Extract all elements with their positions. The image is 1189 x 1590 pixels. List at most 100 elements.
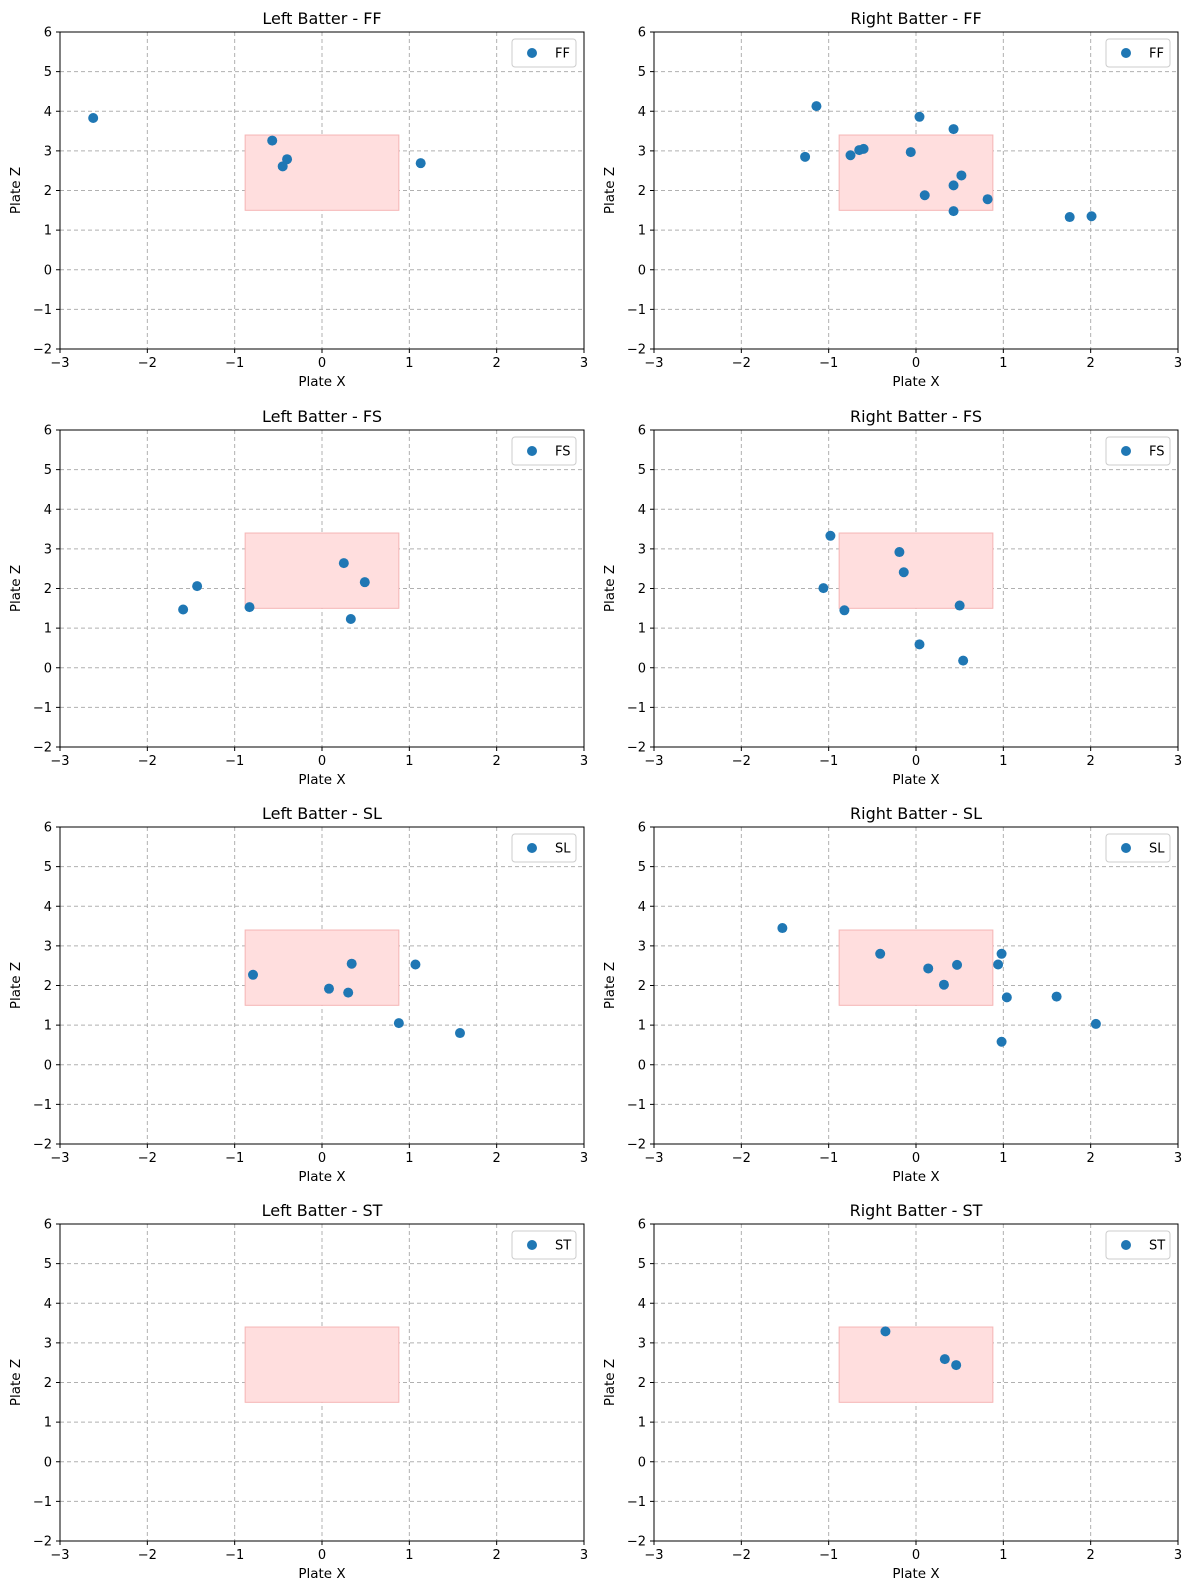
y-tick-label: 3 — [638, 1336, 646, 1351]
x-tick-label: 1 — [405, 1548, 413, 1563]
x-tick-label: −1 — [819, 1548, 838, 1563]
data-point — [956, 170, 967, 181]
y-tick-label: 6 — [44, 1218, 52, 1233]
x-tick-label: −3 — [50, 356, 69, 371]
x-tick-label: −3 — [50, 1548, 69, 1563]
legend-label: SL — [555, 842, 571, 857]
data-point — [800, 151, 811, 162]
subplot-6: Right Batter - SL−3 −2 −1 0 1 2 3−2−10123456Pl… — [602, 804, 1182, 1185]
data-point — [1051, 991, 1062, 1002]
legend: ST — [1105, 1230, 1171, 1260]
legend-label: ST — [1149, 1239, 1165, 1254]
x-axis-label: Plate X — [892, 1169, 939, 1185]
data-point — [343, 987, 354, 998]
x-tick-label: 2 — [1087, 754, 1095, 769]
y-tick-label: 5 — [638, 65, 646, 80]
y-tick-label: 3 — [44, 939, 52, 954]
data-point — [1090, 1018, 1101, 1029]
legend-box — [1105, 38, 1171, 68]
data-point — [454, 1028, 465, 1039]
x-tick-label: −1 — [225, 1548, 244, 1563]
x-tick-label: 0 — [318, 754, 326, 769]
data-point — [346, 958, 357, 969]
legend: SL — [511, 833, 577, 863]
data-point — [948, 206, 959, 217]
y-tick-label: 5 — [44, 860, 52, 875]
data-point — [323, 983, 334, 994]
subplot-4: Right Batter - FS−3 −2 −1 0 1 2 3−2−10123456Pl… — [602, 407, 1182, 788]
y-tick-label: 6 — [638, 424, 646, 439]
x-tick-label: 2 — [493, 754, 501, 769]
y-axis-label: Plate Z — [602, 565, 618, 612]
strike-zone — [838, 532, 994, 609]
y-tick-label: 2 — [638, 979, 646, 994]
x-axis-label: Plate X — [892, 374, 939, 390]
x-tick-label: 3 — [1174, 1151, 1182, 1166]
legend-marker — [1121, 1240, 1131, 1250]
y-tick-label: 6 — [638, 26, 646, 41]
data-point — [894, 547, 905, 558]
data-point — [858, 143, 869, 154]
y-tick-label: −1 — [627, 701, 646, 716]
y-tick-label: 0 — [638, 661, 646, 676]
y-tick-label: 2 — [44, 184, 52, 199]
x-tick-label: 3 — [580, 1548, 588, 1563]
legend-box — [511, 833, 577, 863]
data-point — [914, 639, 925, 650]
y-tick-label: 1 — [44, 224, 52, 239]
x-tick-label: 2 — [493, 356, 501, 371]
x-tick-label: 0 — [318, 1151, 326, 1166]
strike-zone — [838, 929, 994, 1006]
y-tick-label: 1 — [44, 1416, 52, 1431]
x-tick-label: 2 — [1087, 1151, 1095, 1166]
strike-zone — [244, 134, 400, 211]
x-tick-label: −2 — [138, 356, 157, 371]
subplot-3: Left Batter - FS−3 −2 −1 0 1 2 3−2−10123456Pla… — [8, 407, 588, 788]
subplot-5: Left Batter - SL−3 −2 −1 0 1 2 3−2−10123456Pla… — [8, 804, 588, 1185]
data-point — [825, 530, 836, 541]
y-tick-label: 1 — [44, 1019, 52, 1034]
y-tick-label: 6 — [638, 1218, 646, 1233]
legend-label: FS — [555, 445, 571, 460]
y-tick-label: 0 — [638, 263, 646, 278]
data-point — [277, 161, 288, 172]
x-tick-label: −1 — [225, 1151, 244, 1166]
data-point — [410, 959, 421, 970]
legend: FF — [511, 38, 577, 68]
x-tick-label: −2 — [732, 1151, 751, 1166]
y-tick-label: 5 — [638, 463, 646, 478]
x-tick-label: −2 — [138, 754, 157, 769]
y-tick-label: 4 — [44, 900, 52, 915]
x-tick-label: 1 — [999, 1548, 1007, 1563]
legend-label: FF — [555, 47, 570, 62]
x-tick-label: −2 — [732, 1548, 751, 1563]
data-point — [1086, 211, 1097, 222]
x-tick-label: −3 — [644, 356, 663, 371]
y-tick-label: 4 — [44, 105, 52, 120]
x-tick-label: −2 — [732, 754, 751, 769]
data-point — [267, 135, 278, 146]
x-tick-label: 3 — [1174, 1548, 1182, 1563]
data-point — [338, 558, 349, 569]
y-tick-label: −1 — [33, 701, 52, 716]
y-tick-label: 2 — [638, 1376, 646, 1391]
x-axis-label: Plate X — [892, 772, 939, 788]
data-point — [958, 655, 969, 666]
x-tick-label: −1 — [819, 1151, 838, 1166]
data-point — [939, 1354, 950, 1365]
y-tick-label: −1 — [627, 303, 646, 318]
x-tick-label: −1 — [225, 356, 244, 371]
data-point — [996, 948, 1007, 959]
x-tick-label: 0 — [912, 356, 920, 371]
y-tick-label: 1 — [638, 1019, 646, 1034]
legend-label: SL — [1149, 842, 1165, 857]
y-tick-label: −2 — [627, 741, 646, 756]
x-tick-label: 3 — [580, 1151, 588, 1166]
y-axis-label: Plate Z — [8, 167, 24, 214]
x-tick-label: 2 — [493, 1151, 501, 1166]
y-tick-label: 0 — [44, 1455, 52, 1470]
data-point — [345, 614, 356, 625]
y-tick-label: 6 — [638, 821, 646, 836]
legend-label: FS — [1149, 445, 1165, 460]
